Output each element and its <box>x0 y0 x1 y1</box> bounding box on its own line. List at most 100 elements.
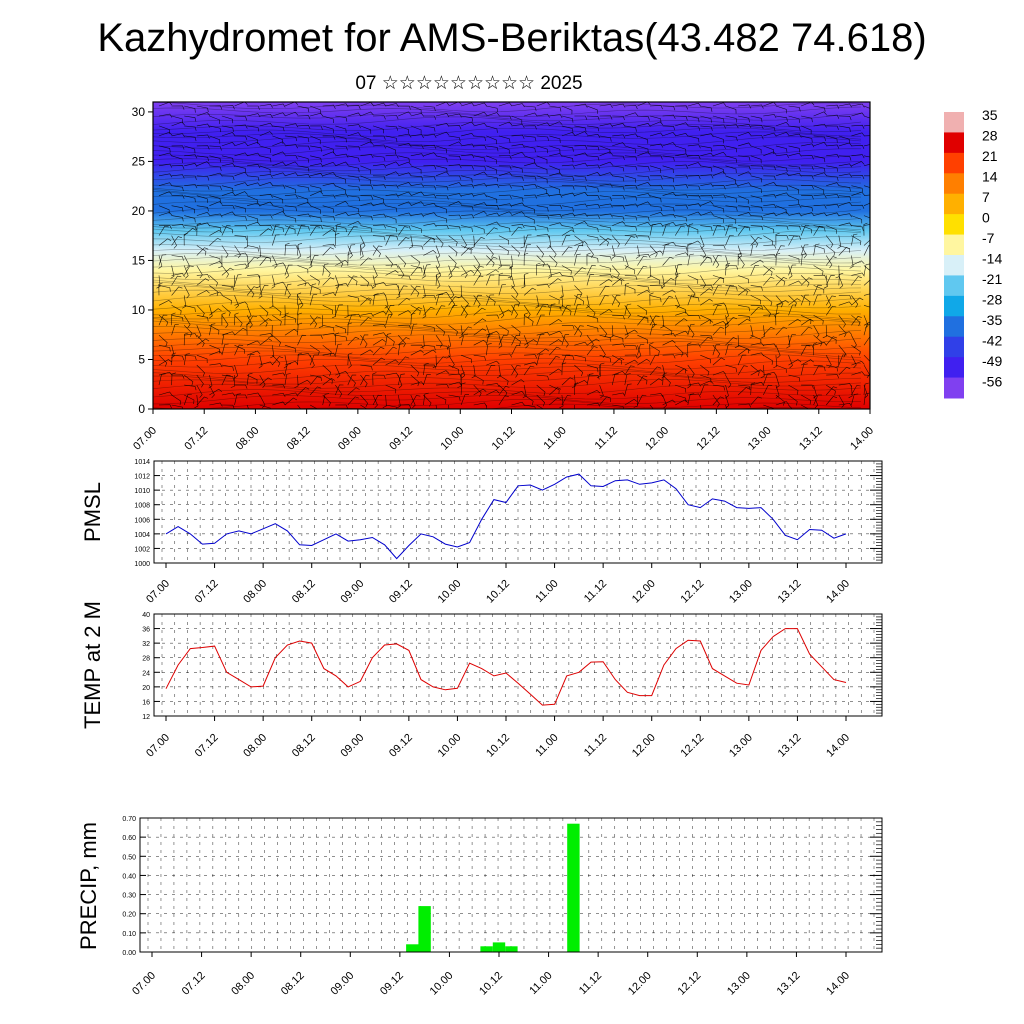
wind-barb <box>813 394 819 409</box>
wind-barb <box>763 267 775 276</box>
wind-barb <box>435 224 449 230</box>
wind-barb <box>574 253 581 266</box>
wind-barb <box>423 364 437 369</box>
wind-barb <box>624 112 639 117</box>
wind-barb <box>763 295 773 307</box>
wind-barb <box>763 182 777 186</box>
wind-barb <box>335 334 348 341</box>
wind-barb <box>750 259 764 266</box>
wind-barb <box>372 224 386 229</box>
wind-barb <box>234 191 248 196</box>
y-tick-label: 1004 <box>134 532 150 539</box>
wind-barb <box>284 111 299 117</box>
wind-barb <box>473 265 484 276</box>
wind-barb <box>259 165 271 174</box>
wind-barb <box>486 383 500 387</box>
wind-barb <box>410 307 423 316</box>
wind-barb <box>763 114 777 119</box>
wind-barb <box>184 184 198 189</box>
wind-barb <box>712 357 725 366</box>
wind-barb <box>649 105 663 110</box>
wind-barb <box>272 281 286 286</box>
wind-barb <box>297 387 310 396</box>
wind-barb <box>486 274 495 286</box>
wind-barb <box>750 145 762 154</box>
wind-barb <box>561 325 575 330</box>
wind-barb <box>296 292 302 306</box>
plot-frame <box>139 817 883 953</box>
wind-barb <box>322 352 336 357</box>
wind-barb <box>497 255 502 269</box>
wind-barb <box>347 132 362 137</box>
wind-barb <box>524 105 537 111</box>
wind-barb <box>662 132 676 137</box>
wind-barb <box>524 125 537 130</box>
wind-barb <box>158 145 171 153</box>
wind-barb <box>662 394 667 409</box>
wind-barb <box>775 275 786 286</box>
contour-line <box>153 265 862 276</box>
wind-barb <box>272 184 286 189</box>
wind-barb <box>863 185 870 188</box>
wind-barb <box>221 315 229 328</box>
wind-barb <box>650 155 663 160</box>
wind-barb <box>649 222 664 227</box>
wind-barb <box>599 172 613 177</box>
wind-barb <box>637 235 650 240</box>
wind-barb <box>586 364 599 373</box>
wind-barb <box>297 165 310 172</box>
wind-barb <box>297 135 310 143</box>
wind-barb <box>801 212 815 216</box>
wind-barb <box>221 142 236 147</box>
contour-line <box>153 112 862 122</box>
wind-barb <box>473 384 482 397</box>
wind-barb <box>511 115 523 124</box>
x-tick-label: 10.00 <box>428 970 456 998</box>
wind-barb <box>599 183 613 188</box>
wind-barb <box>471 365 476 379</box>
wind-barb <box>775 165 788 173</box>
wind-barb <box>763 265 773 276</box>
wind-barb <box>763 244 777 249</box>
wind-barb <box>662 105 676 111</box>
wind-barb <box>259 315 268 327</box>
wind-barb <box>675 394 687 403</box>
wind-barb <box>209 185 222 191</box>
x-tick-label: 11.12 <box>577 970 604 997</box>
wind-barb <box>775 235 789 240</box>
wind-barb <box>763 194 777 199</box>
wind-barb <box>247 202 261 207</box>
wind-barb <box>385 184 399 189</box>
wind-barb <box>385 313 393 326</box>
x-tick-label: 08.00 <box>229 970 257 998</box>
wind-barb <box>360 394 369 408</box>
contour-line <box>153 349 862 360</box>
wind-barb <box>360 111 374 117</box>
wind-barb <box>813 194 827 199</box>
wind-barb <box>637 394 647 406</box>
wind-barb <box>826 135 838 143</box>
x-tick-label: 09.00 <box>336 425 364 453</box>
wind-barb <box>586 133 601 138</box>
wind-barb <box>800 294 810 306</box>
x-tick-label: 12.12 <box>695 425 723 453</box>
wind-barb <box>284 225 294 236</box>
wind-barb <box>725 374 732 388</box>
x-tick-label: 09.00 <box>338 732 366 760</box>
x-tick-label: 12.00 <box>626 970 654 998</box>
wind-barb <box>712 185 726 190</box>
wind-barb <box>272 225 284 233</box>
wind-barb <box>247 164 261 169</box>
wind-barb <box>272 205 284 213</box>
wind-barb <box>863 245 870 256</box>
wind-barb <box>335 115 348 122</box>
wind-barb <box>281 305 286 319</box>
wind-barb <box>297 225 310 231</box>
wind-barb <box>461 143 475 148</box>
wind-barb <box>196 175 210 181</box>
wind-barb <box>549 185 560 194</box>
wind-barb <box>259 338 273 346</box>
wind-barb <box>196 222 202 236</box>
wind-barb <box>635 245 640 259</box>
wind-barb <box>838 245 850 253</box>
